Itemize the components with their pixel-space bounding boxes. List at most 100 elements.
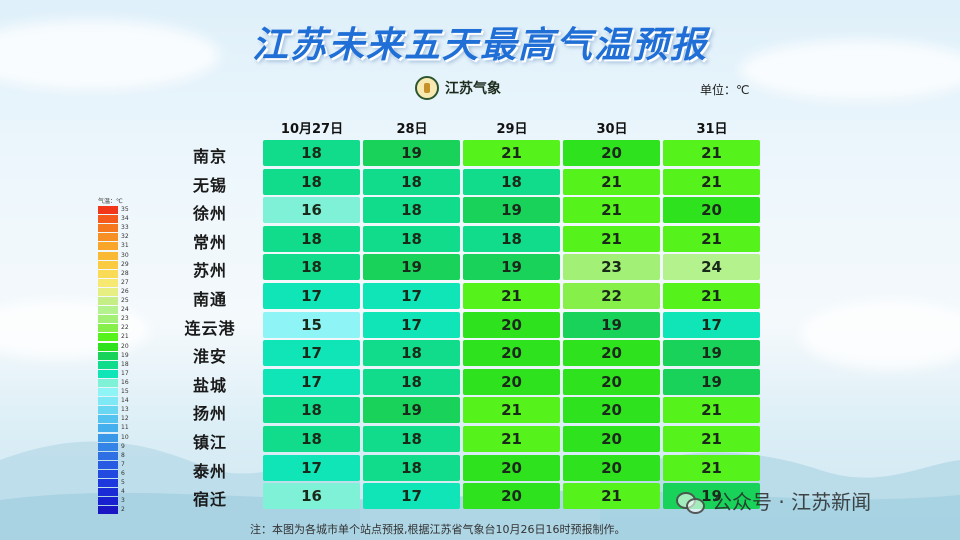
temperature-cell: 17 — [263, 368, 360, 395]
temperature-cell: 18 — [263, 168, 360, 195]
city-name: 无锡 — [192, 175, 227, 195]
legend-value: 20 — [121, 342, 129, 350]
temperature-cell: 19 — [663, 340, 760, 367]
temperature-cell: 20 — [563, 397, 660, 424]
legend-value: 18 — [121, 360, 129, 368]
legend-swatch — [98, 460, 118, 469]
legend-swatch — [98, 315, 118, 324]
legend-entry: 30 — [98, 251, 138, 261]
legend-swatch — [98, 433, 118, 442]
legend-value: 33 — [121, 224, 129, 232]
city-name: 徐州 — [192, 204, 227, 224]
legend-swatch — [98, 306, 118, 315]
legend-value: 2 — [121, 506, 125, 514]
temperature-cell: 18 — [263, 426, 360, 452]
legend-entry: 2 — [98, 506, 138, 515]
legend-swatch — [98, 215, 118, 224]
temperature-cell: 20 — [463, 454, 560, 481]
legend-entry: 16 — [98, 378, 138, 388]
temperature-cell: 19 — [363, 254, 460, 281]
legend-value: 3 — [121, 497, 125, 505]
legend-entry: 8 — [98, 451, 138, 461]
legend-entry: 9 — [98, 442, 138, 452]
temperature-cell: 20 — [463, 368, 560, 395]
cloud-decoration — [0, 300, 150, 360]
city-name: 镇江 — [192, 433, 227, 452]
legend-value: 13 — [121, 406, 129, 414]
temperature-cell: 24 — [663, 254, 760, 281]
temperature-cell: 19 — [363, 397, 460, 424]
city-name: 苏州 — [192, 261, 227, 281]
legend-entry: 4 — [98, 488, 138, 497]
legend-entry: 10 — [98, 433, 138, 443]
city-name: 南通 — [192, 290, 227, 309]
temperature-cell: 21 — [663, 283, 760, 309]
unit-label: 单位：℃ — [700, 83, 750, 97]
legend-entry: 11 — [98, 424, 138, 433]
city-name: 扬州 — [192, 404, 227, 424]
temperature-cell: 23 — [563, 254, 660, 281]
temperature-cell: 20 — [563, 340, 660, 367]
temperature-cell: 20 — [463, 311, 560, 338]
legend-swatch — [98, 233, 118, 242]
temperature-cell: 17 — [363, 311, 460, 338]
temperature-cell: 17 — [263, 340, 360, 367]
legend-value: 25 — [121, 297, 129, 304]
logo-text: 江苏气象 — [445, 81, 501, 97]
temperature-cell: 18 — [363, 225, 460, 252]
legend-swatch — [98, 224, 118, 233]
legend-value: 9 — [121, 442, 125, 450]
legend-swatch — [98, 442, 118, 451]
temperature-cell: 21 — [663, 168, 760, 195]
legend-value: 5 — [121, 479, 125, 486]
legend-value: 21 — [121, 333, 129, 341]
meteorology-emblem-icon — [415, 76, 439, 100]
temperature-cell: 18 — [363, 340, 460, 367]
city-name: 南京 — [192, 147, 227, 166]
city-name: 泰州 — [192, 461, 227, 481]
city-name: 宿迁 — [192, 490, 227, 510]
temperature-cell: 21 — [463, 397, 560, 424]
legend-swatch — [98, 360, 118, 369]
legend-value: 31 — [121, 242, 129, 250]
temperature-cell: 18 — [363, 454, 460, 481]
legend-entry: 34 — [98, 215, 138, 224]
legend-entry: 28 — [98, 269, 138, 279]
legend-entry: 35 — [98, 206, 138, 215]
legend-value: 15 — [121, 388, 129, 395]
legend-swatch — [98, 260, 118, 269]
legend-swatch — [98, 206, 118, 214]
watermark-text: 公众号 · 江苏新闻 — [712, 490, 872, 514]
temperature-cell: 22 — [563, 283, 660, 309]
temperature-cell: 21 — [563, 168, 660, 195]
date-header: 10月27日 — [280, 122, 344, 137]
legend-entry: 31 — [98, 242, 138, 251]
legend-value: 12 — [121, 415, 129, 423]
temperature-cell: 17 — [663, 311, 760, 338]
legend-value: 19 — [121, 351, 129, 359]
temperature-cell: 21 — [663, 225, 760, 252]
legend-swatch — [98, 424, 118, 433]
temperature-cell: 21 — [663, 426, 760, 452]
temperature-cell: 18 — [363, 168, 460, 195]
city-name: 盐城 — [192, 375, 227, 395]
temperature-cell: 16 — [263, 483, 360, 510]
city-name: 常州 — [192, 232, 227, 252]
temperature-cell: 17 — [263, 283, 360, 309]
legend-swatch — [98, 397, 118, 406]
legend-value: 6 — [121, 469, 125, 477]
legend-swatch — [98, 287, 118, 296]
legend-swatch — [98, 415, 118, 424]
legend-value: 30 — [121, 251, 129, 259]
legend-value: 4 — [121, 488, 125, 496]
temperature-cell: 18 — [463, 225, 560, 252]
temperature-cell: 18 — [463, 168, 560, 195]
legend-swatch — [98, 388, 118, 396]
city-name: 连云港 — [184, 318, 236, 338]
legend-swatch — [98, 506, 118, 515]
legend-value: 32 — [121, 233, 129, 241]
legend-entry: 29 — [98, 260, 138, 270]
legend-title: 气温：℃ — [98, 198, 123, 205]
legend-value: 28 — [121, 269, 129, 277]
wechat-icon — [676, 490, 706, 514]
